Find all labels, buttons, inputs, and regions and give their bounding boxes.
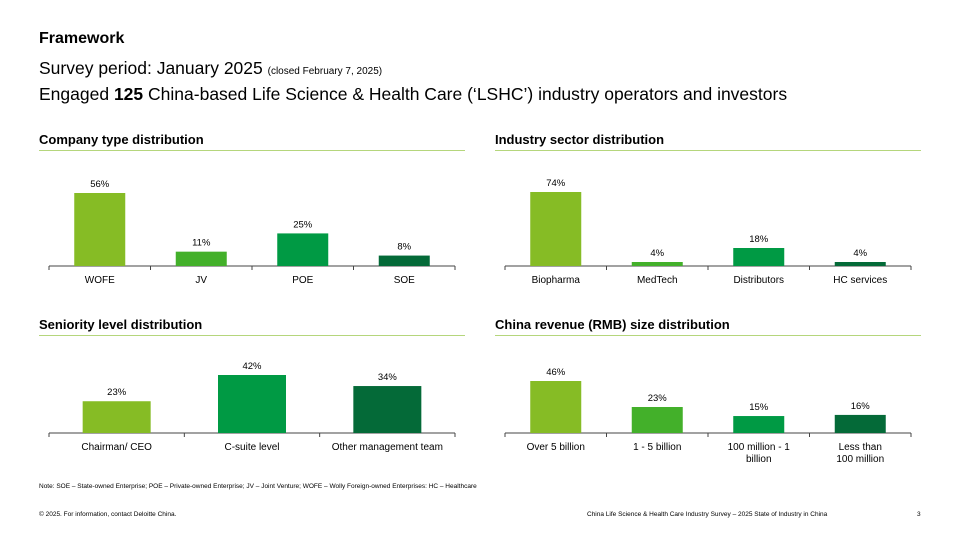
industry-sector-title: Industry sector distribution xyxy=(495,132,665,147)
company-type-rule xyxy=(39,150,465,151)
seniority-level-rule xyxy=(39,335,465,336)
category-label-chairman-ceo: Chairman/ CEO xyxy=(81,442,152,453)
value-label-over-5-billion: 46% xyxy=(546,367,566,378)
survey-title: China Life Science & Health Care Industr… xyxy=(587,511,828,518)
seniority-level-chart: 23% Chairman/ CEO 42% C-suite level 34% Other… xyxy=(48,361,456,453)
bar-other-management-team xyxy=(353,386,422,433)
category-label-1-5-billion: 1 - 5 billion xyxy=(633,442,681,453)
engaged-suffix: China-based Life Science & Health Care (… xyxy=(148,84,788,104)
bar-over-5-billion xyxy=(530,381,582,433)
company-type-title: Company type distribution xyxy=(39,132,204,147)
bar-poe xyxy=(277,233,329,266)
bar-wofe xyxy=(74,193,126,266)
category-label-less-than-100-million: Less than 100 million xyxy=(836,442,884,465)
value-label-100-million-1-billion: 15% xyxy=(749,402,769,413)
value-label-medtech: 4% xyxy=(650,248,664,259)
engaged-count: 125 xyxy=(113,84,144,104)
revenue-size-rule xyxy=(495,335,921,336)
section-title: Framework xyxy=(39,30,125,47)
category-label-soe: SOE xyxy=(394,275,415,286)
category-label-wofe: WOFE xyxy=(85,275,115,286)
category-label-biopharma: Biopharma xyxy=(532,275,581,286)
revenue-size-title: China revenue (RMB) size distribution xyxy=(495,317,730,332)
bar-hc-services xyxy=(834,262,886,266)
category-label-hc-services: HC services xyxy=(833,275,887,286)
bar-medtech xyxy=(631,262,683,266)
value-label-chairman-ceo: 23% xyxy=(107,387,127,398)
category-label-other-management-team: Other management team xyxy=(332,442,443,453)
category-label-distributors: Distributors xyxy=(733,275,784,286)
category-label-c-suite-level: C-suite level xyxy=(224,442,279,453)
value-label-1-5-billion: 23% xyxy=(648,393,668,404)
survey-period: Survey period: January 2025 (closed Febr… xyxy=(39,58,382,79)
bar-jv xyxy=(175,251,227,266)
bar-less-than-100-million xyxy=(834,414,886,433)
engaged-prefix: Engaged xyxy=(39,84,110,104)
page-number: 3 xyxy=(917,511,921,518)
revenue-size-chart: 46% Over 5 billion 23% 1 - 5 billion 15% 100 … xyxy=(504,367,912,465)
survey-closed-date: (closed February 7, 2025) xyxy=(267,66,383,77)
copyright: © 2025. For information, contact Deloitt… xyxy=(39,511,177,518)
bar-1-5-billion xyxy=(631,407,683,433)
value-label-soe: 8% xyxy=(397,242,411,253)
value-label-poe: 25% xyxy=(293,219,313,230)
bar-chairman-ceo xyxy=(82,401,151,433)
category-label-100-million-1-billion: 100 million - 1 billion xyxy=(728,442,791,465)
seniority-level-title: Seniority level distribution xyxy=(39,317,203,332)
engaged-summary: Engaged 125 China-based Life Science & H… xyxy=(39,84,787,105)
value-label-biopharma: 74% xyxy=(546,178,566,189)
value-label-wofe: 56% xyxy=(90,179,110,190)
industry-sector-chart: 74% Biopharma 4% MedTech 18% Distributors 4% HC… xyxy=(504,178,912,286)
category-label-jv: JV xyxy=(195,275,207,286)
industry-sector-rule xyxy=(495,150,921,151)
value-label-c-suite-level: 42% xyxy=(242,361,262,372)
value-label-jv: 11% xyxy=(192,238,211,249)
bar-c-suite-level xyxy=(218,375,286,433)
value-label-less-than-100-million: 16% xyxy=(851,401,871,412)
bar-100-million-1-billion xyxy=(733,416,785,433)
bar-soe xyxy=(378,255,430,266)
bar-biopharma xyxy=(530,192,582,266)
survey-period-label: Survey period: January 2025 xyxy=(39,58,263,78)
category-label-medtech: MedTech xyxy=(637,275,678,286)
value-label-distributors: 18% xyxy=(749,234,769,245)
category-label-over-5-billion: Over 5 billion xyxy=(527,442,585,453)
bar-distributors xyxy=(733,248,785,266)
company-type-chart: 56% WOFE 11% JV 25% POE 8% SOE xyxy=(48,179,456,286)
footnote: Note: SOE – State-owned Enterprise; POE … xyxy=(39,483,477,490)
value-label-other-management-team: 34% xyxy=(378,372,398,383)
value-label-hc-services: 4% xyxy=(853,248,867,259)
category-label-poe: POE xyxy=(292,275,313,286)
